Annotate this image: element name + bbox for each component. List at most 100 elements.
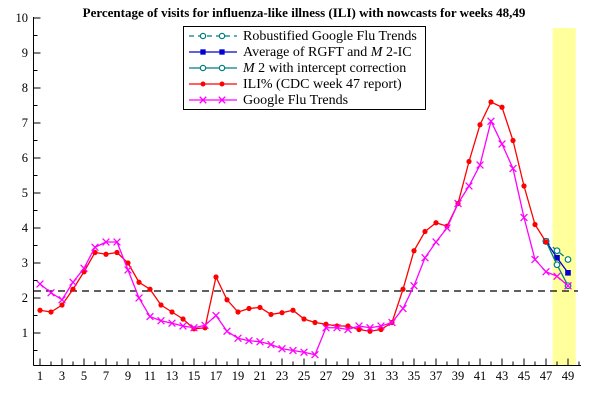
data-point-marker [102,238,110,246]
x-tick-label: 23 [276,369,289,383]
data-point-marker [200,49,206,55]
data-point-marker [70,286,76,292]
data-point-marker [542,267,550,276]
data-point-marker [168,319,176,328]
data-point-marker [366,323,374,332]
data-point-marker [80,264,88,273]
legend-label: Google Flu Trends [243,92,349,108]
y-tick-label: 8 [22,81,28,95]
nowcast-highlight-band [552,28,576,366]
data-point-marker [311,350,319,359]
series-layer [36,99,572,359]
legend-item-average: Average of RGFT and M 2-IC [188,44,423,60]
data-point-marker [267,340,275,349]
data-point-marker [279,310,285,316]
x-tick-label: 11 [144,369,156,383]
data-point-marker [520,213,528,222]
y-tick-label: 4 [22,221,29,235]
x-tick-label: 43 [496,369,509,383]
x-tick-label: 17 [210,369,223,383]
data-point-marker [487,117,495,126]
y-tick-label: 7 [22,116,28,130]
data-point-marker [91,243,99,252]
x-tick-label: 21 [254,369,267,383]
data-point-marker [235,309,241,315]
data-point-marker [147,286,153,292]
data-point-marker [257,304,263,311]
x-tick-label: 45 [518,369,531,383]
data-point-marker [543,239,549,245]
data-point-marker [553,272,561,281]
data-point-marker [400,286,406,292]
legend: Robustified Google Flu Trends Average of… [183,26,426,110]
data-point-marker [92,249,98,256]
data-point-marker [124,266,132,274]
data-point-marker [499,104,505,110]
data-point-marker [157,316,165,325]
data-point-marker [59,302,65,308]
y-tick-label: 3 [22,256,28,270]
y-tick-label: 1 [22,326,28,340]
chart-title: Percentage of visits for influenza-like … [83,5,526,20]
legend-line-sample-ili [189,81,237,87]
data-point-marker [432,238,440,246]
data-point-marker [199,96,207,104]
data-point-marker [521,183,527,189]
data-point-marker [498,140,506,148]
x-tick-label: 25 [298,369,311,383]
data-point-marker [301,316,307,322]
data-point-marker [565,270,571,276]
data-point-marker [322,323,330,332]
y-tick-label: 10 [16,11,29,25]
data-point-marker [290,307,296,313]
x-tick-label: 3 [59,369,65,383]
x-tick-label: 31 [364,369,377,383]
data-point-marker [278,344,286,353]
legend-item-m2ic: M 2 with intercept correction [188,60,423,76]
legend-line-sample-gft [189,96,237,104]
data-point-marker [218,96,226,104]
x-tick-label: 39 [452,369,465,383]
data-point-marker [509,164,517,173]
data-point-marker [553,261,561,269]
data-point-marker [69,278,77,287]
data-point-marker [224,297,230,303]
data-point-marker [219,49,225,55]
legend-label: M 2 with intercept correction [243,60,407,76]
y-tick-label: 6 [22,151,28,165]
data-point-marker [213,274,219,280]
data-point-marker [289,346,297,355]
series-3 [37,99,549,334]
x-tick-label: 35 [408,369,421,383]
data-point-marker [36,280,44,288]
data-point-marker [125,260,131,266]
data-point-marker [199,64,207,72]
data-point-marker [454,199,462,208]
y-tick-label: 2 [22,291,28,305]
x-tick-label: 19 [232,369,245,383]
series-4 [36,117,572,359]
data-point-marker [218,64,226,72]
data-point-marker [477,122,483,128]
data-point-marker [179,322,187,330]
x-tick-label: 1 [37,369,43,383]
x-tick-label: 15 [188,369,201,383]
legend-item-ili: ILI% (CDC week 47 report) [188,76,423,92]
highlight-band-layer [552,28,576,366]
data-point-marker [48,309,54,315]
data-point-marker [422,228,428,235]
data-point-marker [37,307,43,313]
data-point-marker [300,348,308,357]
x-tick-label: 9 [125,369,131,383]
data-point-marker [103,251,109,257]
x-tick-label: 37 [430,369,443,383]
data-point-marker [158,302,164,308]
data-point-marker [388,318,396,327]
data-point-marker [333,323,341,332]
data-point-marker [114,249,120,256]
data-point-marker [146,312,154,321]
data-point-marker [554,254,560,261]
data-point-marker [218,32,226,40]
